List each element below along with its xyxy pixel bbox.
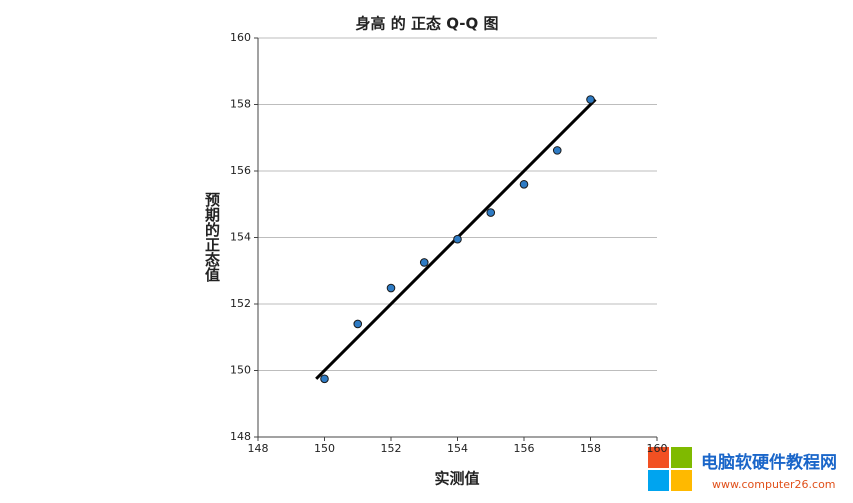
x-tick-label: 150 xyxy=(314,442,335,455)
y-axis-title: 预期的正态值 xyxy=(203,192,221,282)
logo xyxy=(648,447,692,491)
x-tick-label: 148 xyxy=(248,442,269,455)
watermark-title: 电脑软硬件教程网 xyxy=(701,452,837,473)
y-tick-label: 160 xyxy=(230,31,251,44)
y-tick-label: 148 xyxy=(230,430,251,443)
point xyxy=(486,208,496,217)
x-tick-label: 158 xyxy=(580,442,601,455)
watermark-url: www.computer26.com xyxy=(712,478,836,491)
y-tick-label: 156 xyxy=(230,164,251,177)
y-tick-label: 154 xyxy=(230,231,251,244)
point xyxy=(419,258,429,267)
point xyxy=(320,374,329,384)
x-tick-label: 160 xyxy=(647,442,668,455)
point xyxy=(386,283,396,293)
logo-tile xyxy=(648,447,669,468)
x-tick-label: 154 xyxy=(447,442,468,455)
logo-tile xyxy=(648,470,669,491)
x-tick-label: 152 xyxy=(381,442,402,455)
logo-tile xyxy=(671,447,692,468)
y-tick-label: 152 xyxy=(230,297,251,310)
point xyxy=(586,95,595,104)
point xyxy=(453,234,462,244)
chart-title: 身高 的 正态 Q-Q 图 xyxy=(356,15,499,33)
logo-tile xyxy=(671,470,692,491)
x-axis-title: 实测值 xyxy=(434,470,479,488)
y-tick-label: 150 xyxy=(230,364,251,377)
point xyxy=(353,319,363,329)
y-tick-label: 158 xyxy=(230,98,251,111)
x-tick-label: 156 xyxy=(514,442,535,455)
point xyxy=(519,180,529,189)
point xyxy=(552,146,562,155)
